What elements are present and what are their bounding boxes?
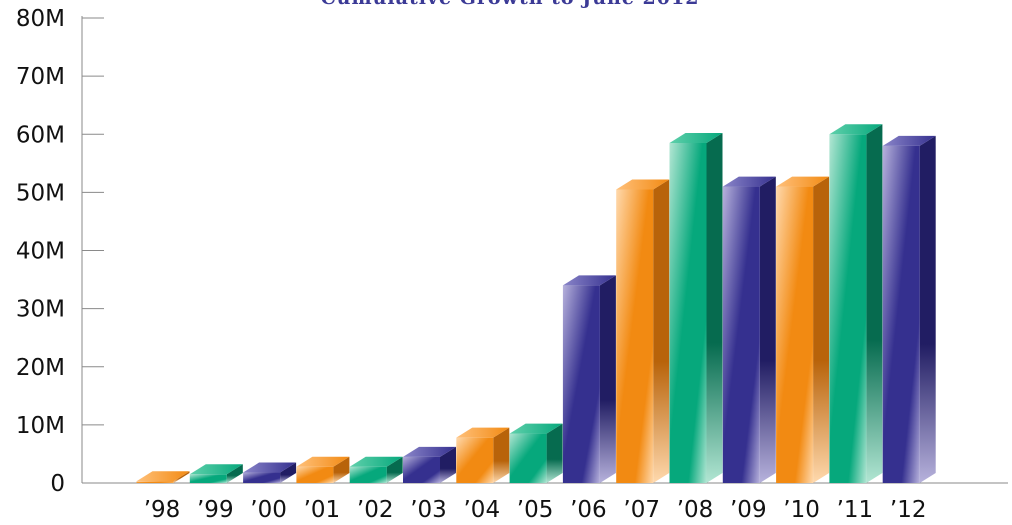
- bar-front: [616, 189, 654, 483]
- bar-front: [509, 433, 547, 483]
- x-tick-label: ’06: [570, 497, 607, 523]
- bar: [456, 427, 510, 483]
- y-tick-label: 70M: [16, 64, 65, 90]
- bar-top: [189, 464, 243, 475]
- bar: [616, 179, 670, 483]
- bar-side: [226, 464, 243, 483]
- x-tick-label: ’04: [464, 497, 501, 523]
- x-tick-label: ’07: [623, 497, 660, 523]
- bar-side: [493, 427, 510, 483]
- bar-front: [776, 186, 814, 483]
- bar: [562, 275, 616, 483]
- bar-top: [829, 124, 883, 135]
- bar-side: [546, 423, 563, 483]
- bar: [669, 132, 723, 483]
- bars: [136, 124, 936, 483]
- bar-side: [653, 179, 670, 483]
- x-tick-label: ’01: [304, 497, 341, 523]
- bar-front: [669, 142, 707, 483]
- bar-top: [616, 179, 670, 190]
- bar-front: [456, 437, 494, 483]
- bar: [722, 176, 776, 483]
- x-tick-label: ’00: [250, 497, 287, 523]
- x-tick-label: ’98: [144, 497, 181, 523]
- bar-side: [440, 446, 456, 483]
- x-tick-label: ’02: [357, 497, 394, 523]
- x-tick-label: ’09: [730, 497, 767, 523]
- bar-side: [173, 471, 190, 483]
- bar-front: [562, 285, 600, 483]
- bar: [189, 464, 243, 483]
- bar: [882, 135, 936, 483]
- y-tick-label: 80M: [16, 6, 65, 32]
- bar: [776, 176, 830, 483]
- x-tick-label: ’11: [837, 497, 874, 523]
- bar-side: [280, 462, 297, 483]
- y-tick-label: 30M: [16, 297, 65, 323]
- bar-front: [243, 472, 281, 483]
- bar-side: [599, 275, 616, 483]
- bar-side: [759, 176, 776, 483]
- y-tick-label: 60M: [16, 122, 65, 148]
- x-tick-label: ’08: [677, 497, 714, 523]
- bar-top: [509, 423, 563, 434]
- bar-front: [403, 456, 440, 483]
- bar-top: [136, 471, 190, 482]
- bar: [296, 456, 350, 483]
- bar-side: [919, 135, 936, 483]
- bar-front: [189, 474, 227, 483]
- y-tick-label: 0: [50, 471, 65, 497]
- bar: [829, 124, 883, 483]
- bar-top: [349, 456, 403, 467]
- x-tick-label: ’12: [890, 497, 927, 523]
- bar-front: [349, 466, 387, 483]
- bar-top: [669, 132, 723, 143]
- bar-side: [813, 176, 830, 483]
- bar-front: [136, 481, 174, 483]
- bar: [509, 423, 563, 483]
- x-axis-ticks: ’98 ’99 ’00 ’01 ’02 ’03 ’04 ’05 ’06 ’07 ’08 ’09 ’10 ’…: [144, 497, 927, 523]
- y-axis-ticks: 0 10M 20M 30M 40M 50M 60M 70M 80M: [16, 6, 104, 497]
- bar-side: [706, 132, 723, 483]
- x-tick-label: ’03: [410, 497, 447, 523]
- bar: [349, 456, 403, 483]
- bar-front: [829, 134, 867, 483]
- bar-side: [333, 456, 350, 483]
- bar-top: [882, 135, 936, 146]
- bar-top: [776, 176, 830, 187]
- bar-top: [403, 446, 456, 457]
- bar-top: [296, 456, 350, 467]
- bar-top: [243, 462, 297, 473]
- x-tick-label: ’99: [197, 497, 234, 523]
- bar-front: [296, 466, 334, 483]
- x-tick-label: ’05: [517, 497, 554, 523]
- bar-top: [456, 427, 510, 438]
- y-tick-label: 50M: [16, 180, 65, 206]
- bar: [136, 471, 190, 483]
- bar-side: [866, 124, 883, 483]
- bar-front: [722, 186, 760, 483]
- bar-top: [722, 176, 776, 187]
- bar: [403, 446, 456, 483]
- bar-side: [386, 456, 403, 483]
- bar-top: [562, 275, 616, 286]
- y-tick-label: 20M: [16, 355, 65, 381]
- bar: [243, 462, 297, 483]
- chart-title: Cumulative Growth to June 2012: [321, 0, 700, 9]
- y-tick-label: 40M: [16, 239, 65, 265]
- bar-front: [882, 145, 920, 483]
- y-tick-label: 10M: [16, 413, 65, 439]
- x-tick-label: ’10: [783, 497, 820, 523]
